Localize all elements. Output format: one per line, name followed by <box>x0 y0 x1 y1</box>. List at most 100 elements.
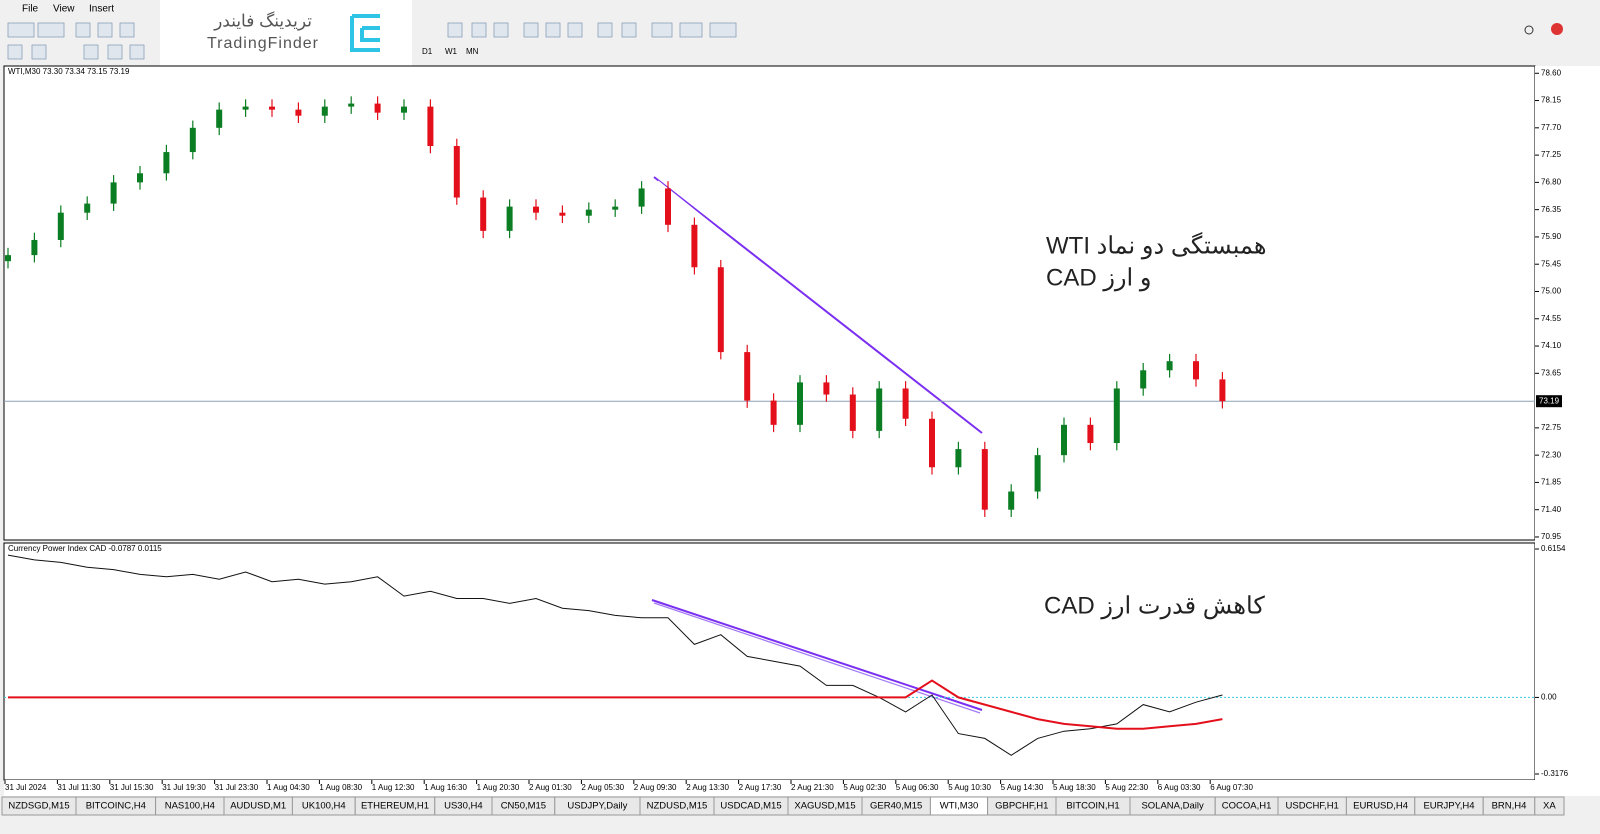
candle-body <box>189 127 196 153</box>
candle-body <box>1166 361 1173 371</box>
tool-button[interactable] <box>523 22 539 38</box>
tab-label[interactable]: COCOA,H1 <box>1222 801 1272 812</box>
timeframe-button[interactable]: W1 <box>445 47 458 56</box>
tool-button[interactable] <box>37 22 65 38</box>
timeframe-button[interactable]: D1 <box>422 47 433 56</box>
tool-button[interactable] <box>97 22 113 38</box>
y-tick-label: 75.90 <box>1541 232 1562 241</box>
x-tick-label: 2 Aug 13:30 <box>686 783 729 792</box>
tab-label[interactable]: AUDUSD,M1 <box>230 801 286 812</box>
tab-label[interactable]: US30,H4 <box>444 801 483 812</box>
tool-button[interactable] <box>567 22 583 38</box>
tab-label[interactable]: NZDSGD,M15 <box>8 801 69 812</box>
x-tick-label: 2 Aug 01:30 <box>529 783 572 792</box>
tool-button[interactable] <box>493 22 509 38</box>
y-tick-label: 73.65 <box>1541 368 1562 377</box>
tab-label[interactable]: XAGUSD,M15 <box>794 801 855 812</box>
candle-body <box>401 106 407 113</box>
tool-button[interactable] <box>7 22 35 38</box>
candle-body <box>506 206 513 231</box>
search-icon[interactable] <box>1524 25 1534 35</box>
chart-title: WTI,M30 73.30 73.34 73.15 73.19 <box>8 67 130 76</box>
candle-body <box>902 388 909 419</box>
tool-button[interactable] <box>471 22 487 38</box>
tool-button[interactable] <box>709 22 737 38</box>
candle-body <box>1034 455 1041 492</box>
tool-button[interactable] <box>621 22 637 38</box>
candle-body <box>163 152 170 174</box>
x-tick-label: 1 Aug 20:30 <box>477 783 520 792</box>
candle-body <box>427 106 434 147</box>
annotation: همبستگی دو نماد WTI <box>1046 231 1267 259</box>
tab-label[interactable]: XA <box>1543 801 1556 812</box>
price-axis <box>1535 66 1600 780</box>
tool-button[interactable] <box>75 22 91 38</box>
candle-body <box>585 209 592 216</box>
x-tick-label: 5 Aug 10:30 <box>948 783 991 792</box>
tab[interactable] <box>1534 796 1565 816</box>
candle-body <box>797 382 803 425</box>
tab-bar: NZDSGD,M15 BITCOINC,H4 NAS100,H4 AUDUSD,M1 U… <box>1 796 1565 816</box>
x-tick-label: 31 Jul 2024 <box>5 783 47 792</box>
tool-button[interactable] <box>679 22 703 38</box>
tab-label[interactable]: NAS100,H4 <box>165 801 215 812</box>
tool-button[interactable] <box>107 44 123 60</box>
tab-label[interactable]: EURJPY,H4 <box>1423 801 1474 812</box>
y-tick-label: 71.85 <box>1541 478 1562 487</box>
y-tick-label: 0.6154 <box>1541 544 1566 553</box>
y-tick-label: 72.75 <box>1541 423 1562 432</box>
y-tick-label: 74.10 <box>1541 341 1562 350</box>
tab-label[interactable]: EURUSD,H4 <box>1353 801 1408 812</box>
tab-label[interactable]: SOLANA,Daily <box>1141 801 1204 812</box>
tab-label[interactable]: NZDUSD,M15 <box>647 801 708 812</box>
candle-body <box>110 182 117 204</box>
menu-item[interactable]: Insert <box>89 4 114 15</box>
menu-item[interactable]: File <box>22 4 39 15</box>
timeframe-button[interactable]: MN <box>466 47 479 56</box>
tool-button[interactable] <box>545 22 561 38</box>
notification-icon[interactable] <box>1551 23 1563 35</box>
tool-button[interactable] <box>651 22 673 38</box>
logo-text-en: TradingFinder <box>207 35 319 52</box>
tool-button[interactable] <box>597 22 613 38</box>
tab-label[interactable]: CN50,M15 <box>501 801 546 812</box>
tab-label[interactable]: USDJPY,Daily <box>567 801 627 812</box>
tab-label[interactable]: ETHEREUM,H1 <box>361 801 429 812</box>
candle-body <box>242 106 249 110</box>
x-tick-label: 31 Jul 23:30 <box>215 783 259 792</box>
tab-label[interactable]: UK100,H4 <box>302 801 346 812</box>
y-tick-label: 76.80 <box>1541 177 1562 186</box>
candle-body <box>638 188 645 207</box>
x-tick-label: 2 Aug 05:30 <box>581 783 624 792</box>
tool-button[interactable] <box>129 44 145 60</box>
candle-body <box>57 212 64 240</box>
tab-label[interactable]: USDCAD,M15 <box>720 801 781 812</box>
tab-label[interactable]: BITCOINC,H4 <box>86 801 146 812</box>
tool-button[interactable] <box>119 22 135 38</box>
time-axis <box>4 780 1600 796</box>
x-tick-label: 1 Aug 12:30 <box>372 783 415 792</box>
tab-label[interactable]: USDCHF,H1 <box>1286 801 1339 812</box>
candle-body <box>823 382 830 395</box>
tool-button[interactable] <box>7 44 23 60</box>
tab-label[interactable]: BITCOIN,H1 <box>1066 801 1119 812</box>
tool-button[interactable] <box>447 22 463 38</box>
tool-button[interactable] <box>83 44 99 60</box>
y-tick-label: 0.00 <box>1541 693 1557 702</box>
tab-label[interactable]: WTI,M30 <box>940 801 979 812</box>
candle-body <box>744 352 751 401</box>
tool-button[interactable] <box>31 44 47 60</box>
tab-label[interactable]: GER40,M15 <box>870 801 922 812</box>
price-label: 73.19 <box>1539 396 1560 405</box>
tab-label[interactable]: BRN,H4 <box>1492 801 1527 812</box>
candle-body <box>84 203 91 213</box>
x-tick-label: 5 Aug 18:30 <box>1053 783 1096 792</box>
menu-item[interactable]: View <box>53 4 75 15</box>
candle-body <box>480 197 487 231</box>
candle-body <box>216 109 223 128</box>
candle-body <box>770 400 777 425</box>
x-tick-label: 1 Aug 08:30 <box>319 783 362 792</box>
tab-label[interactable]: GBPCHF,H1 <box>995 801 1048 812</box>
y-tick-label: 71.40 <box>1541 505 1562 514</box>
